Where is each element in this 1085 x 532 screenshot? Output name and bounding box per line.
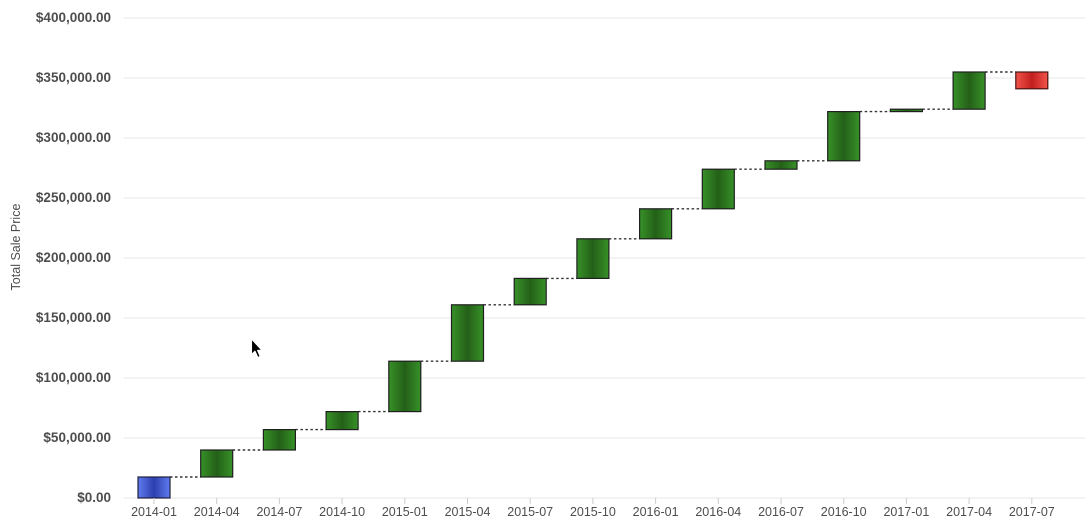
svg-text:2016-07: 2016-07 — [758, 505, 804, 519]
svg-text:$250,000.00: $250,000.00 — [36, 190, 111, 205]
svg-text:2017-04: 2017-04 — [946, 505, 992, 519]
svg-text:2016-10: 2016-10 — [821, 505, 867, 519]
svg-text:2014-07: 2014-07 — [256, 505, 302, 519]
svg-text:$0.00: $0.00 — [77, 490, 111, 505]
svg-text:$350,000.00: $350,000.00 — [36, 70, 111, 85]
svg-text:2016-04: 2016-04 — [695, 505, 741, 519]
svg-text:2014-01: 2014-01 — [131, 505, 177, 519]
svg-text:$100,000.00: $100,000.00 — [36, 370, 111, 385]
svg-text:2015-04: 2015-04 — [445, 505, 491, 519]
svg-text:$150,000.00: $150,000.00 — [36, 310, 111, 325]
svg-text:$50,000.00: $50,000.00 — [43, 430, 111, 445]
svg-text:$400,000.00: $400,000.00 — [36, 10, 111, 25]
svg-text:2015-10: 2015-10 — [570, 505, 616, 519]
svg-text:2014-04: 2014-04 — [194, 505, 240, 519]
svg-text:2017-07: 2017-07 — [1009, 505, 1055, 519]
svg-text:$300,000.00: $300,000.00 — [36, 130, 111, 145]
svg-text:2015-01: 2015-01 — [382, 505, 428, 519]
svg-text:2017-01: 2017-01 — [883, 505, 929, 519]
svg-text:2016-01: 2016-01 — [633, 505, 679, 519]
svg-text:$200,000.00: $200,000.00 — [36, 250, 111, 265]
svg-text:2015-07: 2015-07 — [507, 505, 553, 519]
svg-text:2014-10: 2014-10 — [319, 505, 365, 519]
